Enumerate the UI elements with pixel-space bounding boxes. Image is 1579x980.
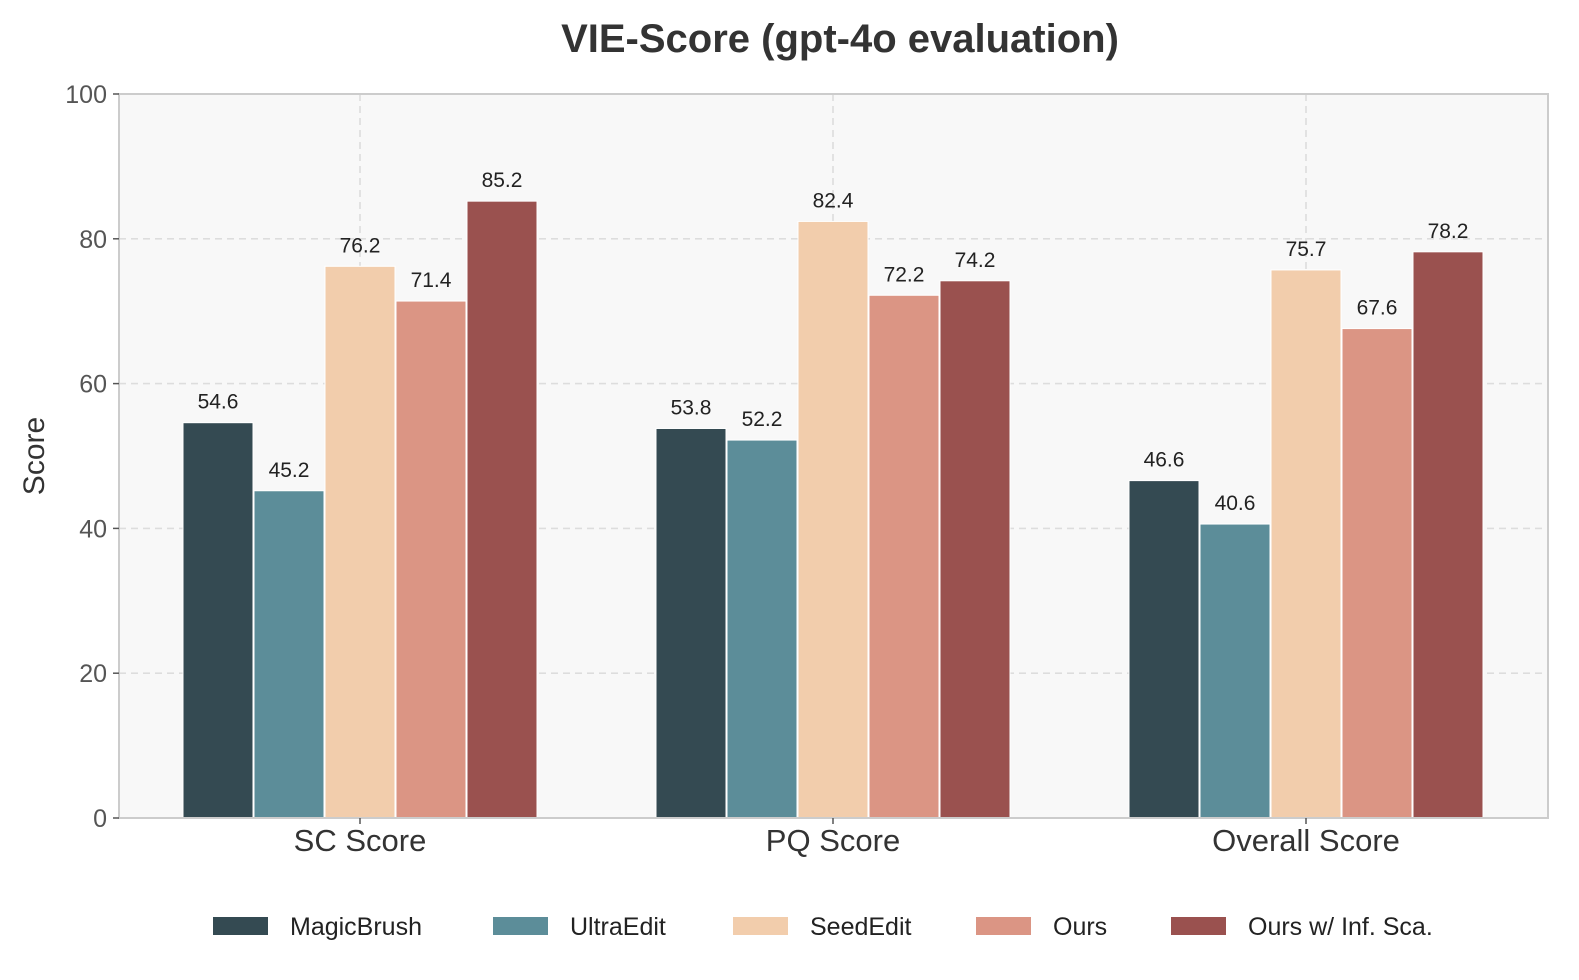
y-tick-label: 0 — [93, 805, 107, 833]
bar-3-0 — [395, 300, 467, 819]
data-label: 54.6 — [198, 391, 239, 414]
bar-0-1 — [655, 427, 727, 819]
y-tick-label: 100 — [65, 81, 107, 109]
bar-2-1 — [797, 220, 869, 819]
data-label: 75.7 — [1286, 238, 1327, 261]
data-label: 74.2 — [955, 249, 996, 272]
bars — [182, 200, 1484, 819]
bar-2-0 — [324, 265, 396, 819]
data-labels: 54.6 53.8 46.6 45.2 52.2 40.6 76.2 82.4 75.7 71.4… — [198, 169, 1469, 515]
y-tick-label: 20 — [79, 660, 107, 688]
legend-label: Ours — [1053, 913, 1107, 941]
legend-swatch — [213, 917, 268, 935]
x-tick-label: SC Score — [294, 823, 427, 858]
legend-label: SeedEdit — [810, 913, 912, 941]
data-label: 67.6 — [1357, 297, 1398, 320]
chart-title: VIE-Score (gpt-4o evaluation) — [561, 17, 1119, 61]
data-label: 52.2 — [742, 408, 783, 431]
y-axis-label: Score — [18, 417, 51, 495]
data-label: 45.2 — [269, 459, 310, 482]
data-label: 85.2 — [482, 169, 523, 192]
data-label: 72.2 — [884, 263, 925, 286]
bar-0-0 — [182, 422, 254, 819]
legend-swatch — [493, 917, 548, 935]
data-label: 78.2 — [1428, 220, 1469, 243]
legend-swatch — [733, 917, 788, 935]
data-label: 53.8 — [671, 396, 712, 419]
bar-1-0 — [253, 490, 325, 819]
bar-1-1 — [726, 439, 798, 819]
x-tick-label: Overall Score — [1212, 823, 1400, 858]
legend-label: MagicBrush — [290, 913, 422, 941]
legend-swatch — [1171, 917, 1226, 935]
bar-4-2 — [1412, 251, 1484, 819]
bar-4-1 — [939, 280, 1011, 819]
legend-label: Ours w/ Inf. Sca. — [1248, 913, 1433, 941]
data-label: 46.6 — [1144, 449, 1185, 472]
bar-3-1 — [868, 294, 940, 819]
data-label: 76.2 — [340, 234, 381, 257]
legend-swatch — [976, 917, 1031, 935]
data-label: 40.6 — [1215, 492, 1256, 515]
data-label: 82.4 — [813, 189, 854, 212]
bar-4-0 — [466, 200, 538, 819]
bar-2-2 — [1270, 269, 1342, 819]
y-tick-label: 40 — [79, 515, 107, 543]
data-label: 71.4 — [411, 269, 452, 292]
x-tick-label: PQ Score — [766, 823, 900, 858]
legend-label: UltraEdit — [570, 913, 666, 941]
bar-3-2 — [1341, 328, 1413, 819]
y-tick-label: 80 — [79, 226, 107, 254]
y-tick-label: 60 — [79, 371, 107, 399]
bar-1-2 — [1199, 523, 1271, 819]
legend: MagicBrush UltraEdit SeedEdit Ours Ours w/ I… — [213, 913, 1433, 941]
bar-0-2 — [1128, 480, 1200, 819]
axes: 0 20 40 60 80 100 SC Score PQ Score Overall Scor… — [65, 81, 1549, 858]
